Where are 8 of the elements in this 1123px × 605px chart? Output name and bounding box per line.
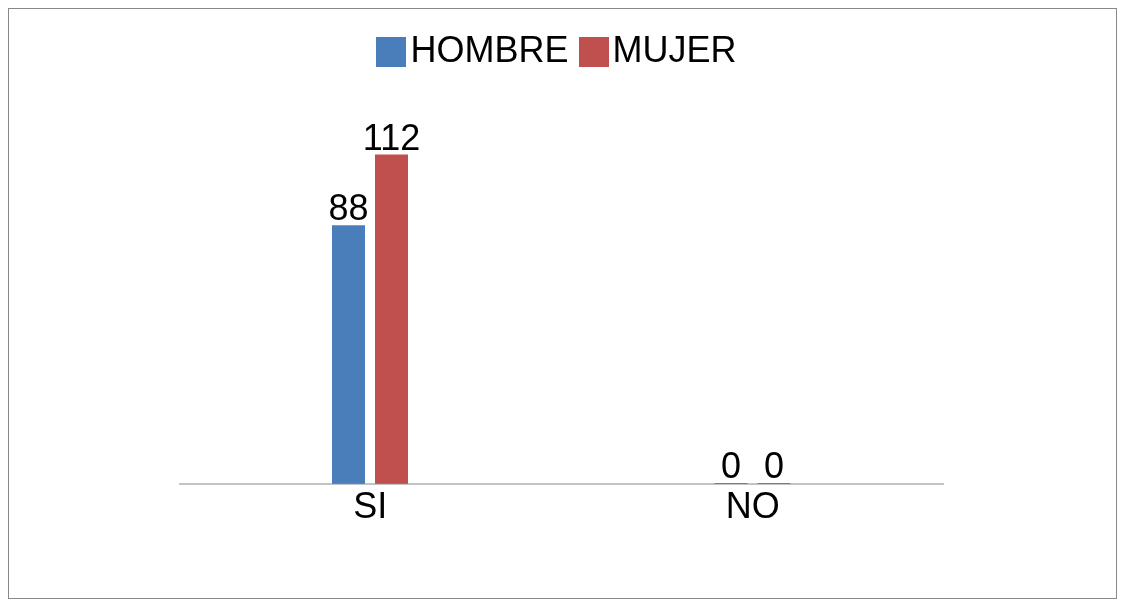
data-label: 0	[720, 445, 742, 486]
data-label: 0	[763, 445, 785, 486]
data-label: 112	[362, 116, 421, 158]
x-tick-label: SI	[353, 484, 388, 526]
x-tick-label: NO	[725, 484, 780, 526]
data-label: 88	[328, 187, 369, 229]
legend-label: HOMBRE	[410, 29, 569, 70]
legend-label: MUJER	[612, 29, 737, 70]
